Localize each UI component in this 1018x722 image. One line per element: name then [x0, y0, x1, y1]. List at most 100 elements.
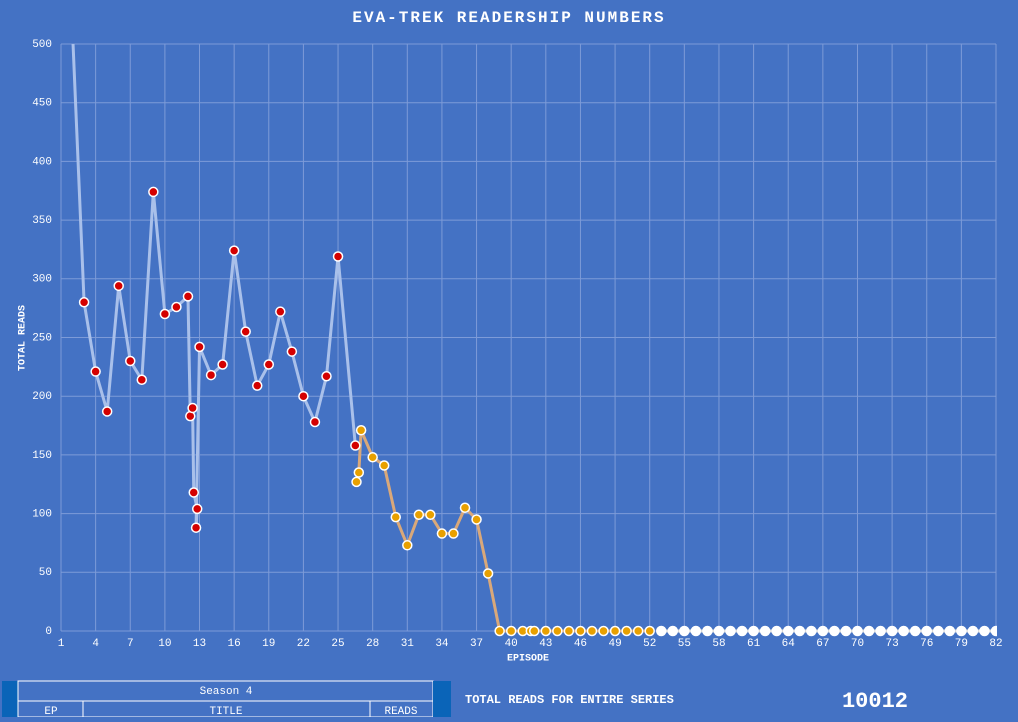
y-axis-label: TOTAL READS	[18, 305, 29, 371]
y-tick-label: 350	[32, 215, 52, 227]
x-tick-label: 19	[262, 638, 275, 650]
data-point	[190, 522, 202, 533]
data-point	[748, 625, 759, 637]
x-tick-label: 22	[297, 638, 310, 650]
data-point	[390, 511, 402, 523]
data-point	[136, 374, 148, 386]
y-tick-label: 50	[39, 567, 52, 579]
data-point	[586, 625, 598, 637]
total-value: 10012	[842, 689, 908, 714]
data-point	[736, 625, 748, 637]
data-point	[251, 380, 263, 391]
y-tick-label: 400	[32, 156, 52, 168]
x-tick-label: 31	[401, 638, 415, 650]
data-point	[240, 326, 251, 337]
data-point	[436, 528, 448, 539]
data-point	[540, 625, 552, 637]
data-point	[448, 528, 459, 539]
y-tick-label: 450	[32, 98, 52, 110]
x-tick-label: 70	[851, 638, 864, 650]
data-point	[402, 540, 413, 551]
data-point	[563, 625, 575, 637]
data-point	[298, 390, 309, 402]
x-tick-label: 61	[747, 638, 761, 650]
y-tick-label: 250	[32, 332, 52, 344]
data-point	[875, 625, 886, 637]
data-point	[552, 625, 563, 637]
data-point	[425, 509, 436, 521]
x-tick-label: 64	[782, 638, 796, 650]
x-tick-label: 16	[228, 638, 241, 650]
data-point	[125, 355, 136, 367]
data-point	[679, 625, 690, 637]
data-point	[632, 625, 644, 637]
x-tick-label: 58	[712, 638, 725, 650]
data-point	[886, 625, 898, 637]
data-point	[459, 502, 471, 513]
data-point	[690, 625, 702, 637]
data-point	[159, 308, 171, 320]
chart-bg	[0, 0, 1018, 680]
panel-tab	[433, 681, 451, 717]
data-point	[332, 251, 344, 262]
data-point	[378, 460, 390, 471]
data-point	[205, 369, 217, 381]
total-label: TOTAL READS FOR ENTIRE SERIES	[465, 693, 674, 707]
data-point	[840, 625, 852, 637]
x-tick-label: 55	[678, 638, 691, 650]
data-point	[621, 625, 632, 637]
data-point	[286, 346, 298, 357]
data-point	[702, 625, 713, 637]
series-line	[71, 44, 357, 528]
data-point	[351, 476, 362, 488]
y-tick-label: 100	[32, 509, 52, 521]
data-point	[191, 503, 203, 515]
data-point	[944, 625, 956, 637]
y-tick-label: 500	[32, 39, 52, 51]
data-point	[148, 186, 159, 198]
data-point	[78, 297, 90, 308]
x-tick-label: 82	[989, 638, 1002, 650]
data-point	[898, 625, 909, 637]
data-point	[956, 625, 967, 637]
data-point	[782, 625, 794, 637]
data-point	[353, 467, 365, 478]
data-point	[979, 625, 990, 637]
data-point	[933, 625, 944, 637]
data-point	[990, 625, 997, 637]
x-tick-label: 37	[470, 638, 483, 650]
data-point	[275, 306, 286, 317]
x-tick-label: 79	[955, 638, 968, 650]
bottom-panel: Season 4 EP TITLE READS TOTAL READS FOR …	[0, 680, 1018, 718]
x-tick-label: 40	[505, 638, 518, 650]
x-tick-label: 46	[574, 638, 587, 650]
x-tick-label: 1	[58, 638, 65, 650]
data-point	[505, 625, 517, 637]
data-point	[829, 625, 840, 637]
data-point	[413, 509, 425, 521]
panel-tab	[2, 681, 18, 717]
data-point	[817, 625, 829, 637]
data-point	[90, 366, 101, 377]
x-tick-label: 67	[816, 638, 829, 650]
data-point	[355, 424, 367, 436]
x-tick-label: 73	[886, 638, 899, 650]
data-point	[217, 359, 228, 370]
data-point	[725, 625, 736, 637]
x-tick-label: 7	[127, 638, 134, 650]
data-point	[852, 625, 863, 637]
data-point	[909, 625, 921, 637]
x-tick-label: 52	[643, 638, 656, 650]
data-point	[482, 568, 494, 579]
column-header: EP	[44, 706, 58, 717]
y-tick-label: 300	[32, 274, 52, 286]
data-point	[350, 440, 361, 451]
data-point	[644, 625, 655, 637]
chart-title: EVA-TREK READERSHIP NUMBERS	[352, 9, 665, 27]
data-point	[529, 625, 540, 637]
data-point	[321, 370, 332, 382]
data-point	[667, 625, 679, 637]
data-point	[494, 625, 505, 637]
data-point	[367, 451, 378, 463]
